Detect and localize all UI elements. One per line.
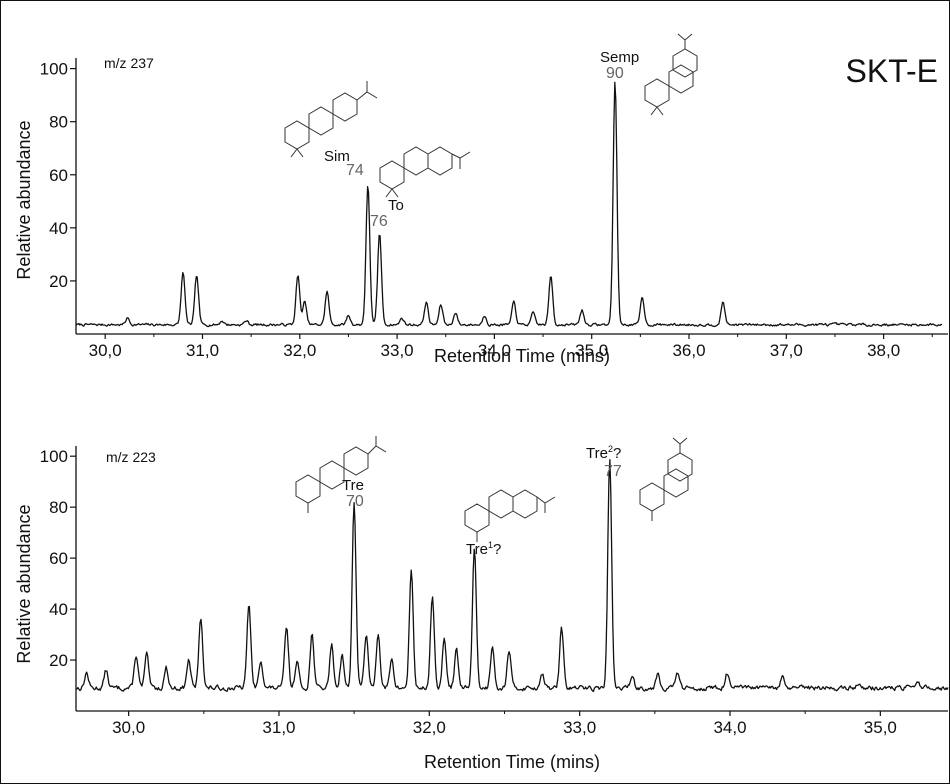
peak-label-suffix: ? (613, 445, 621, 462)
x-axis-label: Retention Time (mins) (434, 346, 610, 366)
y-tick-label: 60 (49, 549, 68, 568)
x-tick-label: 36,0 (672, 341, 705, 360)
x-tick-label: 30,0 (112, 718, 145, 737)
x-tick-label: 37,0 (770, 341, 803, 360)
y-tick-label: 100 (40, 60, 68, 79)
chromatogram-panel-mz223: m/z 223 Retention Time (mins) Relative a… (14, 436, 949, 772)
peak-number: 76 (370, 213, 388, 230)
y-tick-label: 20 (49, 651, 68, 670)
peak-label: Tre1? (466, 540, 501, 558)
y-tick-label: 80 (49, 113, 68, 132)
ion-label: m/z 237 (104, 55, 154, 71)
x-tick-label: 31,0 (262, 718, 295, 737)
molecule-structure-icon (379, 146, 471, 198)
x-tick-label: 38,0 (867, 341, 900, 360)
chromatogram-trace (75, 81, 943, 328)
x-tick-label: 30,0 (89, 341, 122, 360)
x-ticks: 30,0 31,0 32,0 33,0 34,0 35,0 36,0 37,0 38,0 (89, 334, 933, 360)
y-tick-label: 100 (40, 447, 68, 466)
peak-annotation-sim: Sim 74 (284, 81, 378, 179)
peak-number: 90 (606, 65, 624, 82)
y-tick-label: 60 (49, 166, 68, 185)
x-tick-label: 35,0 (575, 341, 608, 360)
x-tick-label: 33,0 (563, 718, 596, 737)
chromatogram-trace (75, 459, 949, 693)
ion-label: m/z 223 (106, 449, 156, 465)
peak-annotation-tre1: Tre1? (464, 489, 556, 558)
x-ticks: 30,0 31,0 32,0 33,0 34,0 35,0 (112, 711, 897, 737)
sample-title: SKT-E (846, 53, 938, 89)
peak-label: Sim (324, 148, 350, 165)
x-axis-label: Retention Time (mins) (424, 752, 600, 772)
molecule-structure-icon (464, 489, 556, 542)
chromatogram-panel-mz237: m/z 237 Retention Time (mins) Relative a… (14, 33, 948, 366)
peak-number: 74 (346, 162, 364, 179)
peak-label-name: Tre (586, 445, 608, 462)
peak-label: To (388, 197, 404, 214)
peak-annotation-semp: Semp 90 (600, 33, 698, 116)
x-tick-label: 32,0 (283, 341, 316, 360)
y-tick-label: 40 (49, 600, 68, 619)
y-axis-label: Relative abundance (14, 120, 34, 279)
y-tick-label: 40 (49, 219, 68, 238)
peak-label-superscript: 2 (608, 444, 613, 454)
molecule-structure-icon (644, 33, 698, 116)
y-tick-label: 20 (49, 272, 68, 291)
molecule-structure-icon (284, 81, 378, 158)
peak-annotation-to: To 76 (370, 146, 471, 230)
x-tick-label: 33,0 (381, 341, 414, 360)
y-axis-label: Relative abundance (14, 504, 34, 663)
y-ticks: 20 40 60 80 100 (40, 447, 76, 670)
molecule-structure-icon (295, 436, 387, 513)
peak-number: 70 (346, 493, 364, 510)
peak-number: 77 (604, 463, 622, 480)
peak-label-name: Tre (466, 541, 488, 558)
y-tick-label: 80 (49, 498, 68, 517)
x-tick-label: 35,0 (864, 718, 897, 737)
peak-label-suffix: ? (493, 541, 501, 558)
x-tick-label: 34,0 (478, 341, 511, 360)
x-tick-label: 31,0 (186, 341, 219, 360)
peak-annotation-tre2: Tre2? 77 (586, 437, 693, 521)
peak-label: Tre2? (586, 444, 621, 462)
peak-annotation-tre: Tre 70 (295, 436, 387, 513)
x-tick-label: 32,0 (413, 718, 446, 737)
peak-label-superscript: 1 (488, 540, 493, 550)
peak-label: Semp (600, 49, 639, 66)
molecule-structure-icon (639, 437, 693, 521)
y-ticks: 20 40 60 80 100 (40, 60, 76, 291)
x-tick-label: 34,0 (713, 718, 746, 737)
peak-label: Tre (342, 477, 364, 494)
